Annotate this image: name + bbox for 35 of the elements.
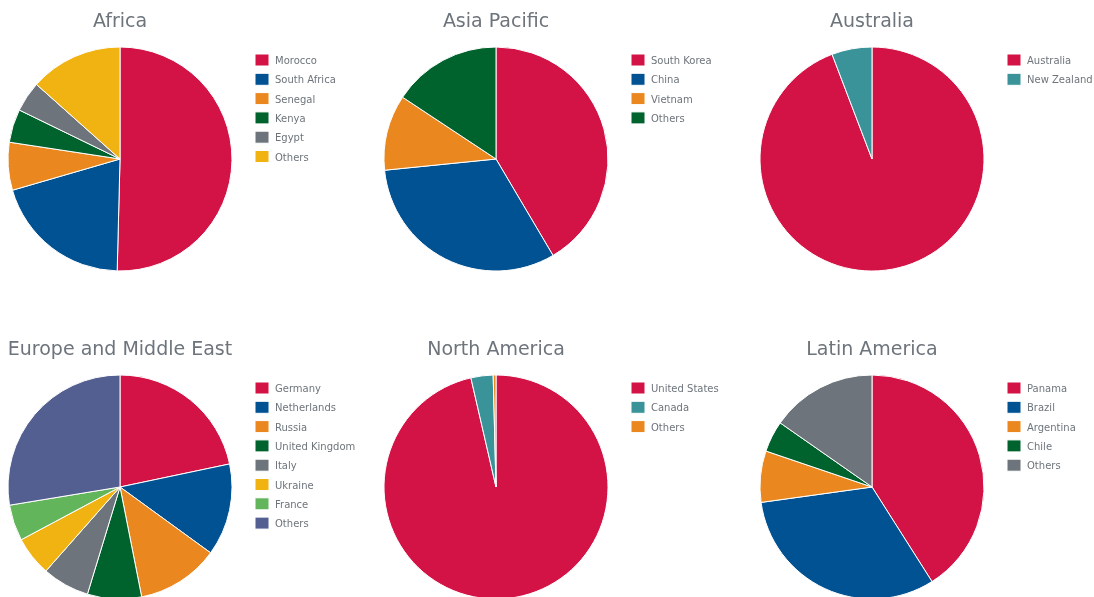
chart-title: Australia [829, 9, 915, 31]
legend-label: Egypt [275, 132, 304, 144]
pie-slice [759, 46, 985, 272]
legend-label: Germany [275, 383, 322, 394]
legend-label: Brazil [1027, 402, 1055, 414]
chart-title: Europe and Middle East [7, 337, 233, 359]
legend-label: Chile [1027, 440, 1053, 452]
legend-label: Italy [275, 460, 297, 472]
legend-label: Others [275, 151, 309, 163]
legend-label: France [275, 498, 309, 510]
legend-label: New Zealand [1027, 74, 1093, 86]
legend-label: China [651, 74, 680, 86]
legend-label: Others [275, 518, 309, 530]
legend-label: Argentina [1027, 421, 1076, 433]
legend-label: United States [651, 383, 719, 394]
chart-title: Africa [92, 9, 148, 31]
legend-label: Panama [1027, 383, 1068, 394]
legend-label: Ukraine [275, 479, 314, 491]
legend-label: South Africa [275, 74, 336, 86]
legend-label: Netherlands [275, 402, 336, 414]
legend-label: Others [1027, 460, 1061, 472]
legend-label: Russia [275, 421, 308, 433]
legend-label: Canada [651, 402, 690, 414]
legend-label: Others [651, 421, 685, 433]
legend-label: Morocco [275, 55, 317, 66]
legend-label: United Kingdom [275, 440, 356, 452]
chart-title: Asia Pacific [442, 9, 550, 31]
legend-label: South Korea [651, 55, 712, 66]
legend-label: Others [651, 112, 685, 124]
legend-label: Vietnam [651, 93, 693, 105]
legend-label: Kenya [275, 112, 306, 124]
legend-label: Australia [1027, 55, 1072, 66]
chart-title: North America [427, 337, 565, 359]
chart-title: Latin America [806, 337, 938, 359]
legend-label: Senegal [275, 93, 316, 105]
